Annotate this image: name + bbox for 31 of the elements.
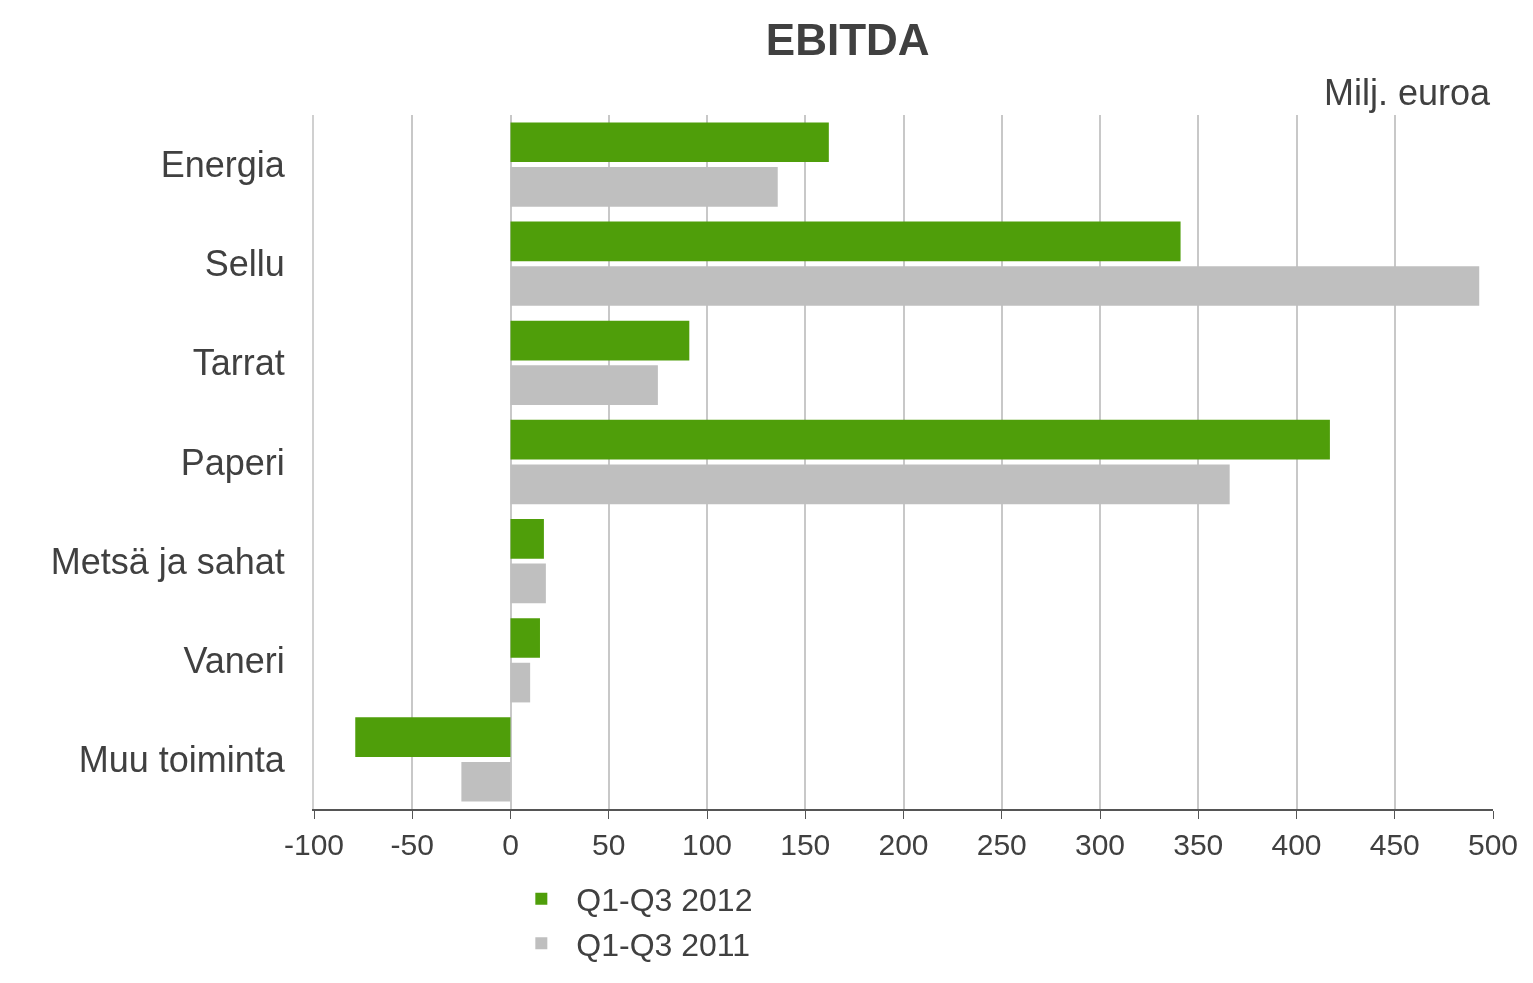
bar [510, 122, 829, 163]
x-tick-label: 400 [1271, 828, 1322, 861]
x-tick-label: 500 [1467, 828, 1519, 861]
x-tick-label: 150 [780, 828, 831, 861]
x-tick-label: 100 [681, 828, 733, 861]
x-tick-label: -50 [390, 828, 434, 861]
x-tick-label: -100 [283, 828, 345, 861]
bar [355, 717, 511, 757]
x-tick-label: 200 [878, 828, 929, 861]
y-tick-label: Metsä ja sahat [50, 540, 285, 582]
y-tick-label: Muu toiminta [78, 739, 286, 781]
y-tick-label: Vaneri [183, 639, 285, 681]
legend-label: Q1-Q3 2011 [576, 926, 751, 963]
bar [510, 519, 544, 559]
y-tick-label: Tarrat [192, 342, 285, 384]
x-tick-label: 0 [502, 828, 519, 861]
x-tick-label: 450 [1369, 828, 1420, 861]
x-tick-label: 350 [1173, 828, 1224, 861]
x-tick-label: 300 [1074, 828, 1126, 861]
x-tick-label: 50 [592, 828, 626, 861]
bar [510, 320, 690, 361]
text: Milj. euroa [1324, 72, 1492, 113]
x-tick-label: 250 [976, 828, 1027, 861]
y-tick-label: Energia [160, 144, 286, 186]
chart-title: EBITDA [765, 15, 930, 65]
bar [510, 221, 1181, 262]
y-tick-label: Paperi [180, 441, 285, 483]
bar [510, 419, 1330, 460]
y-tick-label: Sellu [204, 243, 285, 285]
legend-label: Q1-Q3 2012 [576, 882, 753, 919]
bar [510, 618, 540, 658]
